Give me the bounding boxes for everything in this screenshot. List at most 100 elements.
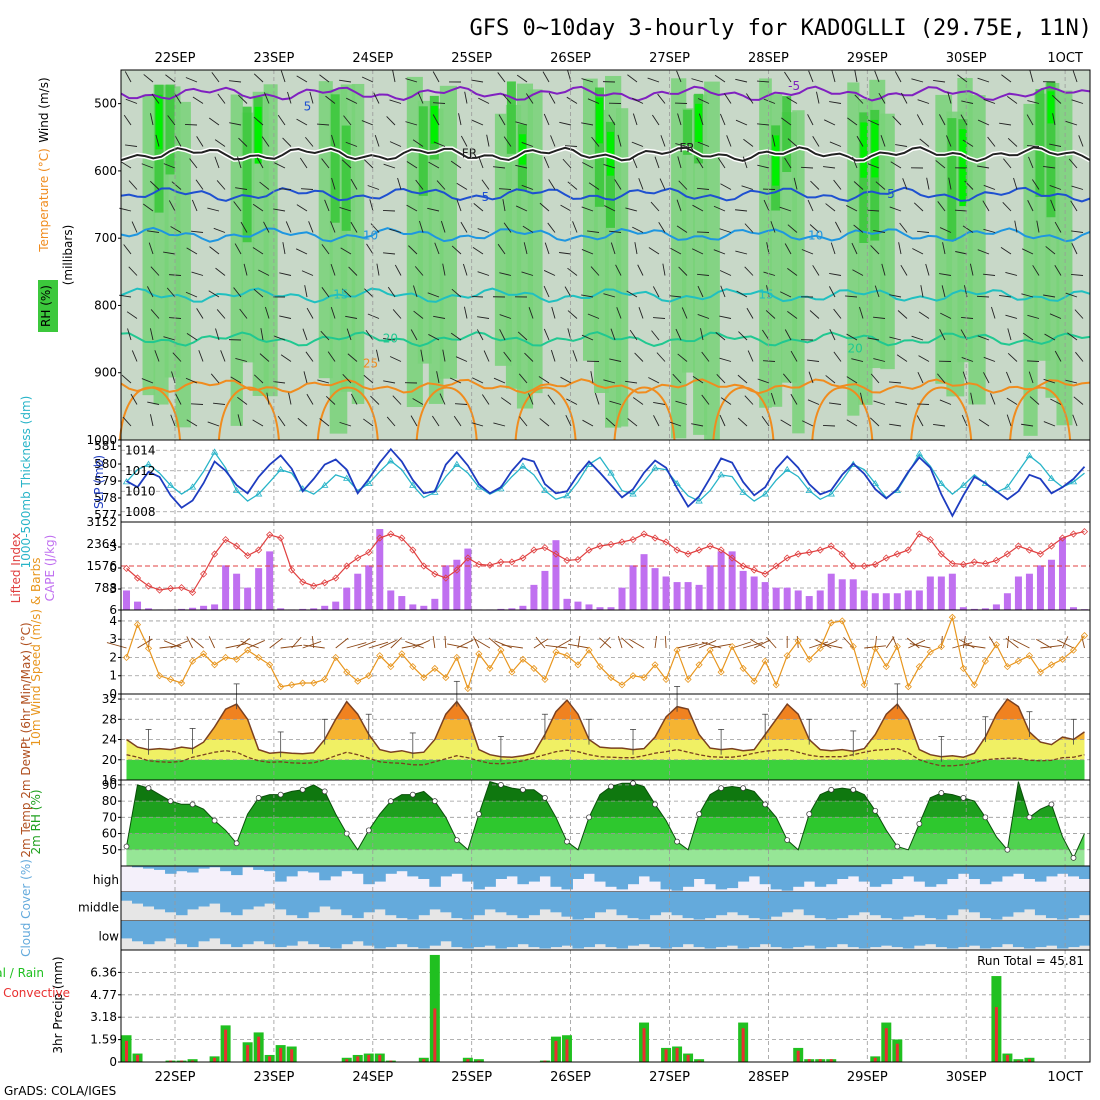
wind-barb bbox=[431, 415, 440, 427]
wind-barb bbox=[331, 177, 336, 190]
wind-barb bbox=[991, 306, 996, 319]
cloud-bar bbox=[198, 866, 210, 869]
cloud-bar bbox=[242, 921, 254, 945]
wind-barb bbox=[125, 98, 138, 104]
surface-wind-barb bbox=[753, 639, 771, 649]
cape-bar bbox=[222, 565, 230, 610]
wind-speed-point bbox=[442, 673, 450, 682]
contour-label: FR bbox=[462, 146, 477, 160]
wind-barb bbox=[833, 179, 842, 190]
wind-barb bbox=[634, 352, 644, 362]
wind-barb bbox=[829, 101, 842, 104]
wind-barb bbox=[714, 74, 726, 83]
surface-wind-barb bbox=[444, 635, 447, 649]
wind-barb bbox=[987, 136, 996, 147]
cloud-bar bbox=[220, 866, 232, 872]
lifted-index-point bbox=[155, 586, 164, 594]
surface-wind-barb bbox=[280, 644, 303, 649]
wind-barb bbox=[170, 226, 182, 233]
surface-wind-barb bbox=[191, 637, 204, 649]
cloud-bar bbox=[627, 921, 640, 946]
wind-barb bbox=[894, 71, 902, 83]
lifted-index-point bbox=[937, 550, 945, 558]
wind-barb bbox=[720, 183, 732, 190]
wind-barb bbox=[892, 116, 902, 126]
thickness-point bbox=[276, 465, 285, 473]
precip-convective-bar bbox=[345, 1059, 349, 1062]
cloud-bar bbox=[704, 866, 717, 885]
pressure-tick: 600 bbox=[94, 164, 117, 178]
wind-barb bbox=[736, 290, 748, 298]
wind-barb bbox=[961, 357, 974, 362]
cloud-bar bbox=[264, 921, 276, 945]
lifted-index-point bbox=[618, 538, 626, 546]
surface-wind-barb bbox=[488, 637, 502, 649]
cloud-bar bbox=[484, 866, 496, 887]
lifted-index-point bbox=[871, 560, 879, 568]
cloud-bar bbox=[1078, 892, 1091, 916]
wind-barb bbox=[581, 334, 594, 341]
wind-barb bbox=[363, 374, 374, 384]
wind-barb bbox=[632, 226, 644, 233]
cape-bar bbox=[387, 590, 395, 610]
wind-barb bbox=[498, 114, 506, 126]
slp-tick: 1014 bbox=[125, 443, 156, 457]
wind-barb bbox=[610, 328, 616, 341]
cloud-bar bbox=[1078, 921, 1091, 946]
thickness-point bbox=[321, 481, 329, 488]
wind-barb bbox=[669, 295, 682, 298]
warm-contour bbox=[811, 386, 874, 441]
wind-barb bbox=[638, 307, 644, 319]
cloud-bar bbox=[913, 892, 926, 916]
lifted-index-point bbox=[728, 554, 736, 562]
wind-barb bbox=[779, 206, 792, 212]
lifted-index-tick: 6 bbox=[109, 603, 117, 617]
wind-barb bbox=[543, 156, 550, 169]
wind-barb bbox=[295, 248, 308, 255]
wind-barb bbox=[691, 423, 704, 427]
rh-point bbox=[520, 786, 526, 793]
cloud-bar bbox=[429, 892, 441, 910]
rh-point bbox=[982, 814, 989, 821]
cape-bar bbox=[992, 604, 1000, 610]
cloud-bar bbox=[924, 892, 937, 919]
cloud-bar bbox=[715, 921, 728, 948]
wind-barb bbox=[763, 98, 776, 104]
wind-barb bbox=[213, 227, 226, 233]
wind-barb bbox=[327, 351, 336, 362]
cloud-bar bbox=[671, 866, 684, 891]
wind-barb bbox=[1029, 70, 1034, 83]
wind-barb bbox=[911, 78, 924, 83]
wind-barb bbox=[192, 96, 204, 104]
wind-barb bbox=[165, 74, 176, 83]
wind-barb bbox=[1014, 220, 1018, 233]
rh-plume-peak bbox=[871, 119, 879, 178]
surface-wind-barb bbox=[1013, 639, 1030, 649]
wind-barb bbox=[1054, 221, 1062, 233]
surface-wind-barb bbox=[346, 642, 367, 649]
bottom-date-label: 27SEP bbox=[649, 1070, 690, 1085]
wind-speed-point bbox=[255, 653, 263, 662]
warm-contour bbox=[910, 386, 973, 441]
precip-convective-bar bbox=[884, 1028, 888, 1062]
wind-barb bbox=[476, 329, 484, 341]
wind-barb bbox=[548, 92, 556, 104]
cloud-bar bbox=[1012, 921, 1025, 948]
cloud-bar bbox=[572, 921, 584, 949]
cloud-bar bbox=[451, 892, 463, 919]
wind-barb bbox=[807, 399, 820, 405]
wind-barb bbox=[852, 269, 864, 276]
wind-barb bbox=[851, 358, 864, 362]
rh-tick: 50 bbox=[102, 843, 117, 857]
wind-barb bbox=[870, 373, 880, 384]
wind-barb bbox=[1005, 271, 1018, 276]
wind-barb bbox=[186, 333, 198, 341]
wind-barb bbox=[253, 374, 264, 384]
cape-bar bbox=[706, 565, 714, 610]
wind-speed-point bbox=[552, 648, 560, 656]
wind-barb bbox=[149, 180, 160, 190]
rh-point bbox=[960, 794, 967, 801]
cape-bar bbox=[574, 601, 582, 610]
cloud-bar bbox=[528, 921, 540, 948]
cloud-bar bbox=[363, 921, 375, 946]
